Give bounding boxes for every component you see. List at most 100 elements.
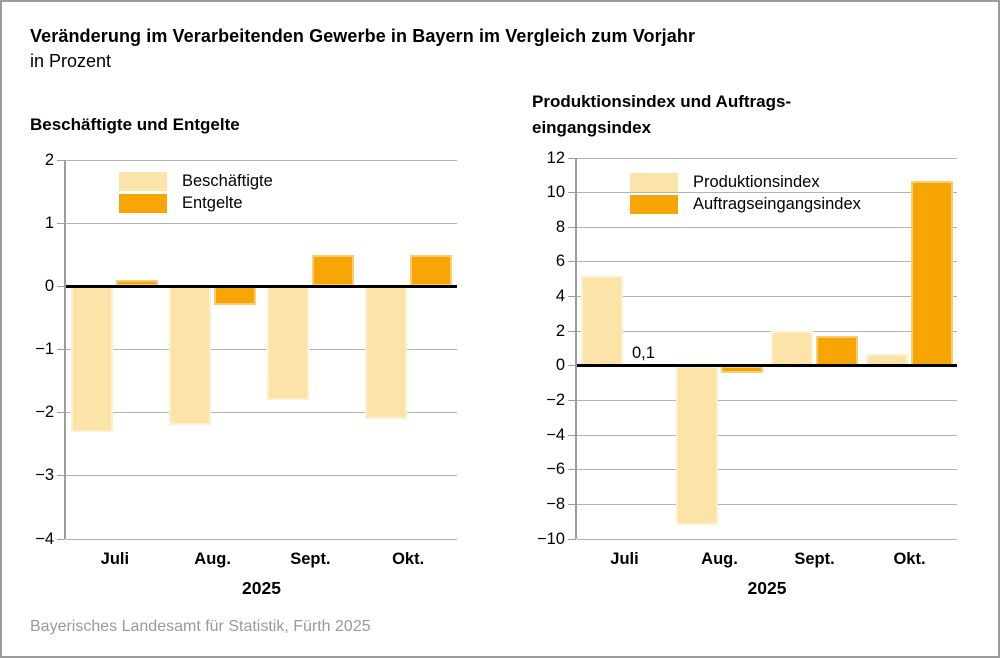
y-tick-mark: [568, 330, 576, 332]
bar: [581, 275, 623, 366]
bar: [409, 254, 452, 287]
value-annotation: 0,1: [632, 343, 655, 362]
y-tick-mark: [568, 157, 576, 159]
chart-title: Beschäftigte und Entgelte: [30, 115, 240, 134]
y-axis-line: [575, 158, 577, 539]
x-axis-year-label: 2025: [747, 578, 787, 598]
legend-label: Auftragseingangsindex: [693, 195, 861, 213]
y-tick-label: 4: [555, 287, 565, 306]
bar: [771, 331, 813, 366]
legend-swatch: [630, 195, 678, 214]
bar: [214, 286, 257, 306]
y-tick-label: 8: [555, 217, 565, 236]
y-tick-mark: [568, 365, 576, 367]
y-tick-label: 1: [44, 213, 54, 232]
gridline: [577, 399, 957, 401]
y-tick-mark: [57, 285, 65, 287]
y-tick-mark: [57, 222, 65, 224]
gridline: [577, 157, 957, 159]
legend-row: Beschäftigte: [119, 172, 273, 191]
y-tick-label: 2: [555, 321, 565, 340]
x-tick-label: Sept.: [290, 550, 331, 568]
y-tick-label: 2: [44, 150, 54, 169]
y-tick-label: −8: [546, 494, 565, 513]
y-tick-mark: [57, 475, 65, 477]
x-tick-label: Juli: [100, 550, 130, 568]
gridline: [577, 469, 957, 471]
y-tick-label: −3: [35, 466, 54, 485]
y-tick-mark: [568, 469, 576, 471]
y-tick-mark: [568, 434, 576, 436]
main-subtitle: in Prozent: [30, 51, 112, 71]
y-tick-label: 0: [44, 276, 54, 295]
y-tick-mark: [57, 349, 65, 350]
gridline: [577, 434, 957, 436]
y-tick-label: −2: [546, 390, 565, 409]
y-tick-mark: [568, 261, 576, 263]
gridline: [577, 261, 957, 263]
legend-row: Entgelte: [119, 194, 273, 213]
legend: Beschäftigte Entgelte: [119, 172, 273, 216]
legend-row: Auftragseingangsindex: [630, 195, 861, 214]
y-tick-label: −1: [35, 340, 54, 358]
gridline: [66, 159, 457, 161]
gridline: [577, 538, 957, 540]
legend: Produktionsindex Auftragseingangsindex: [630, 173, 861, 217]
zero-line: [577, 364, 957, 368]
y-tick-label: 10: [546, 183, 565, 202]
bar: [676, 365, 718, 526]
y-tick-label: 6: [555, 252, 565, 271]
bar: [311, 254, 354, 287]
gridline: [577, 192, 957, 194]
legend-swatch: [119, 172, 167, 191]
gridline: [66, 412, 457, 414]
y-tick-label: −4: [546, 425, 565, 444]
chart-title: Produktionsindex und Auftrags- eingangsi…: [532, 92, 792, 137]
bar: [266, 286, 309, 401]
gridline: [66, 475, 457, 477]
y-tick-label: −4: [35, 529, 54, 548]
bar: [169, 286, 212, 426]
source-note: Bayerisches Landesamt für Statistik, Für…: [30, 618, 371, 635]
x-tick-label: Aug.: [194, 550, 231, 568]
y-tick-label: 12: [546, 148, 565, 167]
bar: [71, 286, 114, 432]
y-tick-label: −2: [35, 403, 54, 422]
y-tick-mark: [568, 538, 576, 540]
y-tick-mark: [57, 412, 65, 414]
x-tick-label: Okt.: [893, 550, 926, 568]
gridline: [577, 226, 957, 228]
gridline: [66, 349, 457, 350]
zero-line: [66, 284, 457, 288]
legend-label: Produktionsindex: [693, 173, 820, 191]
y-tick-mark: [568, 296, 576, 298]
y-tick-mark: [568, 226, 576, 228]
y-tick-label: −6: [546, 460, 565, 479]
bar: [911, 180, 953, 366]
bar: [866, 353, 908, 366]
y-tick-mark: [57, 159, 65, 161]
x-tick-label: Juli: [610, 550, 639, 568]
x-axis-year-label: 2025: [242, 578, 281, 598]
legend-swatch: [119, 194, 167, 213]
y-tick-mark: [57, 538, 65, 540]
gridline: [66, 222, 457, 224]
y-tick-mark: [568, 399, 576, 401]
y-tick-mark: [568, 192, 576, 194]
legend-row: Produktionsindex: [630, 173, 861, 192]
legend-label: Beschäftigte: [182, 172, 273, 190]
y-tick-label: 0: [555, 356, 565, 375]
x-tick-label: Sept.: [794, 550, 835, 568]
gridline: [577, 296, 957, 298]
x-tick-label: Aug.: [701, 550, 738, 568]
legend-label: Entgelte: [182, 194, 243, 212]
bar: [116, 280, 159, 287]
gridline: [577, 330, 957, 332]
main-title: Veränderung im Verarbeitenden Gewerbe in…: [30, 26, 696, 46]
y-tick-mark: [568, 503, 576, 505]
legend-swatch: [630, 173, 678, 192]
y-tick-label: −10: [537, 529, 565, 548]
gridline: [66, 538, 457, 540]
bar: [721, 365, 763, 373]
